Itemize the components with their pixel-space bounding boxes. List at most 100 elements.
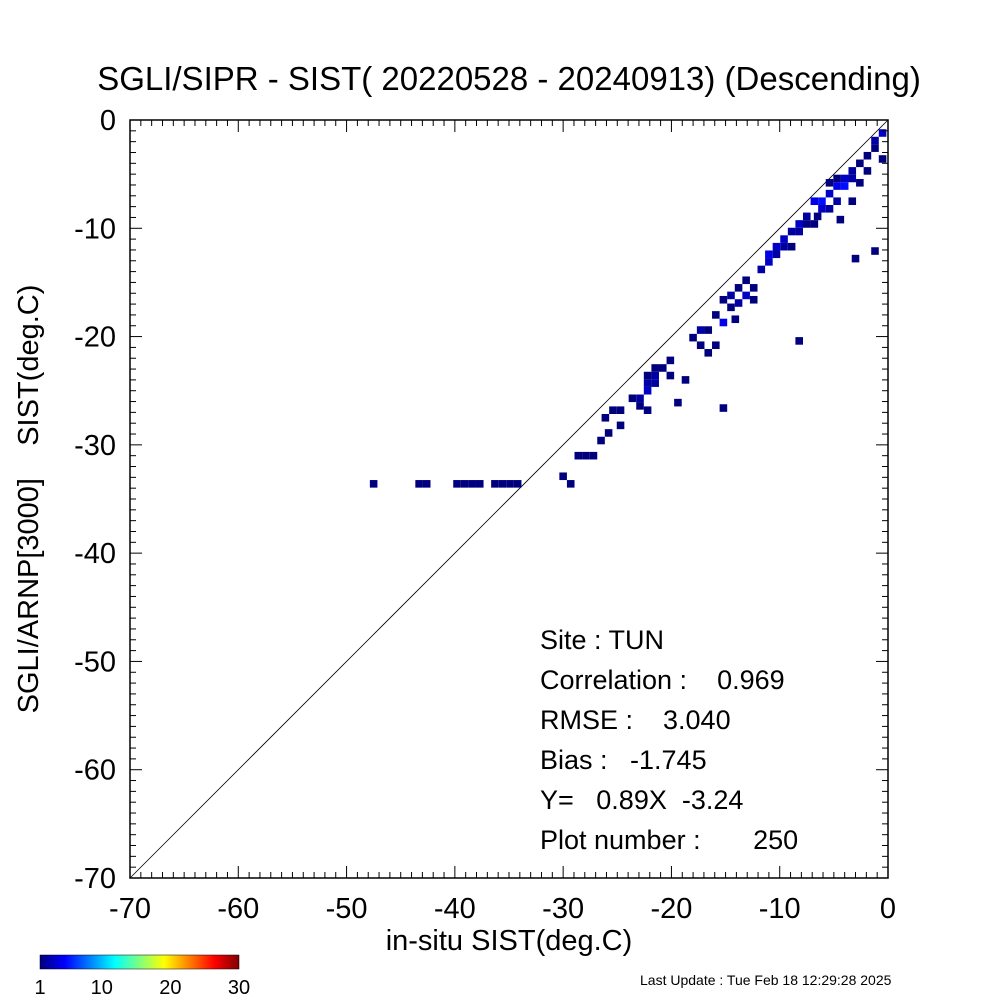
density-cell xyxy=(727,303,735,312)
density-cell xyxy=(719,295,728,304)
x-tick-label: -10 xyxy=(759,893,801,925)
density-cell xyxy=(666,371,675,380)
density-cell xyxy=(559,472,567,481)
one-to-one-line xyxy=(129,119,889,879)
stats-correlation: Correlation : 0.969 xyxy=(540,665,785,695)
density-cell xyxy=(643,386,652,395)
x-tick-label: 0 xyxy=(880,893,896,925)
y-tick-label: -40 xyxy=(74,538,116,570)
density-cells xyxy=(369,129,887,488)
density-cell xyxy=(848,174,857,183)
density-cell xyxy=(468,480,476,488)
density-cell xyxy=(878,129,887,137)
density-cell xyxy=(616,421,625,430)
density-cell xyxy=(795,227,803,236)
density-cell xyxy=(597,436,605,445)
x-tick-labels: -70 -60 -50 -40 -30 -20 -10 0 xyxy=(109,893,896,925)
density-cell xyxy=(604,429,613,437)
density-cell xyxy=(727,291,735,300)
density-cell xyxy=(506,480,514,488)
density-cell xyxy=(734,284,743,292)
x-tick-label: -30 xyxy=(542,893,584,925)
density-cell xyxy=(833,174,841,183)
y-tick-label: -20 xyxy=(74,322,116,354)
last-update: Last Update : Tue Feb 18 12:29:28 2025 xyxy=(640,972,892,988)
density-cell xyxy=(589,451,598,460)
y-tick-label: 0 xyxy=(100,105,116,137)
y-tick-label: -50 xyxy=(74,646,116,678)
colorbar-tick-label: 30 xyxy=(228,977,250,999)
x-tick-label: -70 xyxy=(109,893,151,925)
density-cell xyxy=(848,167,857,175)
density-cell xyxy=(787,242,796,251)
density-cell xyxy=(780,235,788,243)
y-tick-label: -70 xyxy=(74,863,116,895)
x-tick-label: -40 xyxy=(434,893,476,925)
density-cell xyxy=(704,349,713,357)
density-cell xyxy=(574,451,583,460)
density-cell xyxy=(795,220,803,228)
colorbar xyxy=(39,954,240,970)
density-cell xyxy=(696,341,705,350)
density-cell xyxy=(601,413,610,422)
density-cell xyxy=(825,179,834,187)
density-cell xyxy=(795,337,803,345)
density-cell xyxy=(609,406,617,414)
density-cell xyxy=(863,151,872,160)
x-tick-label: -20 xyxy=(650,893,692,925)
density-cell xyxy=(628,394,637,403)
density-cell xyxy=(731,315,740,324)
density-cell xyxy=(749,284,758,292)
density-cell xyxy=(840,182,849,190)
density-cell xyxy=(369,480,378,488)
colorbar-tick-label: 1 xyxy=(34,977,45,999)
colorbar-labels: 1 10 20 30 xyxy=(34,977,250,999)
density-cell xyxy=(651,364,659,372)
density-cell xyxy=(818,197,826,206)
plot-frame xyxy=(129,119,889,879)
density-cell xyxy=(871,247,879,255)
x-tick-label: -60 xyxy=(217,893,259,925)
colorbar-tick-label: 20 xyxy=(159,977,181,999)
density-cell xyxy=(833,182,841,190)
density-cell xyxy=(636,402,644,410)
density-cell xyxy=(498,480,507,488)
density-cell xyxy=(802,220,811,228)
density-cell xyxy=(712,341,720,350)
stats-regression: Y= 0.89X -3.24 xyxy=(540,785,743,815)
density-cell xyxy=(704,326,713,334)
density-cell xyxy=(696,326,705,334)
density-cell xyxy=(825,205,834,213)
density-cell xyxy=(810,197,819,206)
density-cell xyxy=(566,480,575,488)
density-cell xyxy=(719,318,728,327)
density-cell xyxy=(810,220,819,228)
density-cell xyxy=(772,250,781,259)
density-cell xyxy=(415,480,423,488)
y-tick-labels: -70 -60 -50 -40 -30 -20 -10 0 xyxy=(74,105,116,895)
density-cell xyxy=(453,480,461,488)
stats-rmse: RMSE : 3.040 xyxy=(540,705,731,735)
density-cell xyxy=(856,159,864,168)
density-cell xyxy=(742,276,750,285)
y-tick-label: -30 xyxy=(74,430,116,462)
density-cell xyxy=(836,215,845,224)
stats-plot-number: Plot number : 250 xyxy=(540,825,798,855)
density-cell xyxy=(491,480,499,488)
density-cell xyxy=(513,480,522,488)
density-cell xyxy=(765,250,773,259)
density-cell xyxy=(825,189,834,198)
density-cell xyxy=(878,155,887,163)
density-cell xyxy=(636,394,644,403)
x-tick-label: -50 xyxy=(326,893,368,925)
density-cell xyxy=(460,480,469,488)
density-cell xyxy=(422,480,431,488)
density-cell xyxy=(674,398,682,407)
density-cell xyxy=(848,197,857,206)
density-cell xyxy=(712,311,720,319)
density-cell xyxy=(643,406,652,414)
density-cell xyxy=(780,242,788,251)
density-cell xyxy=(840,174,849,183)
density-cell xyxy=(742,291,750,300)
